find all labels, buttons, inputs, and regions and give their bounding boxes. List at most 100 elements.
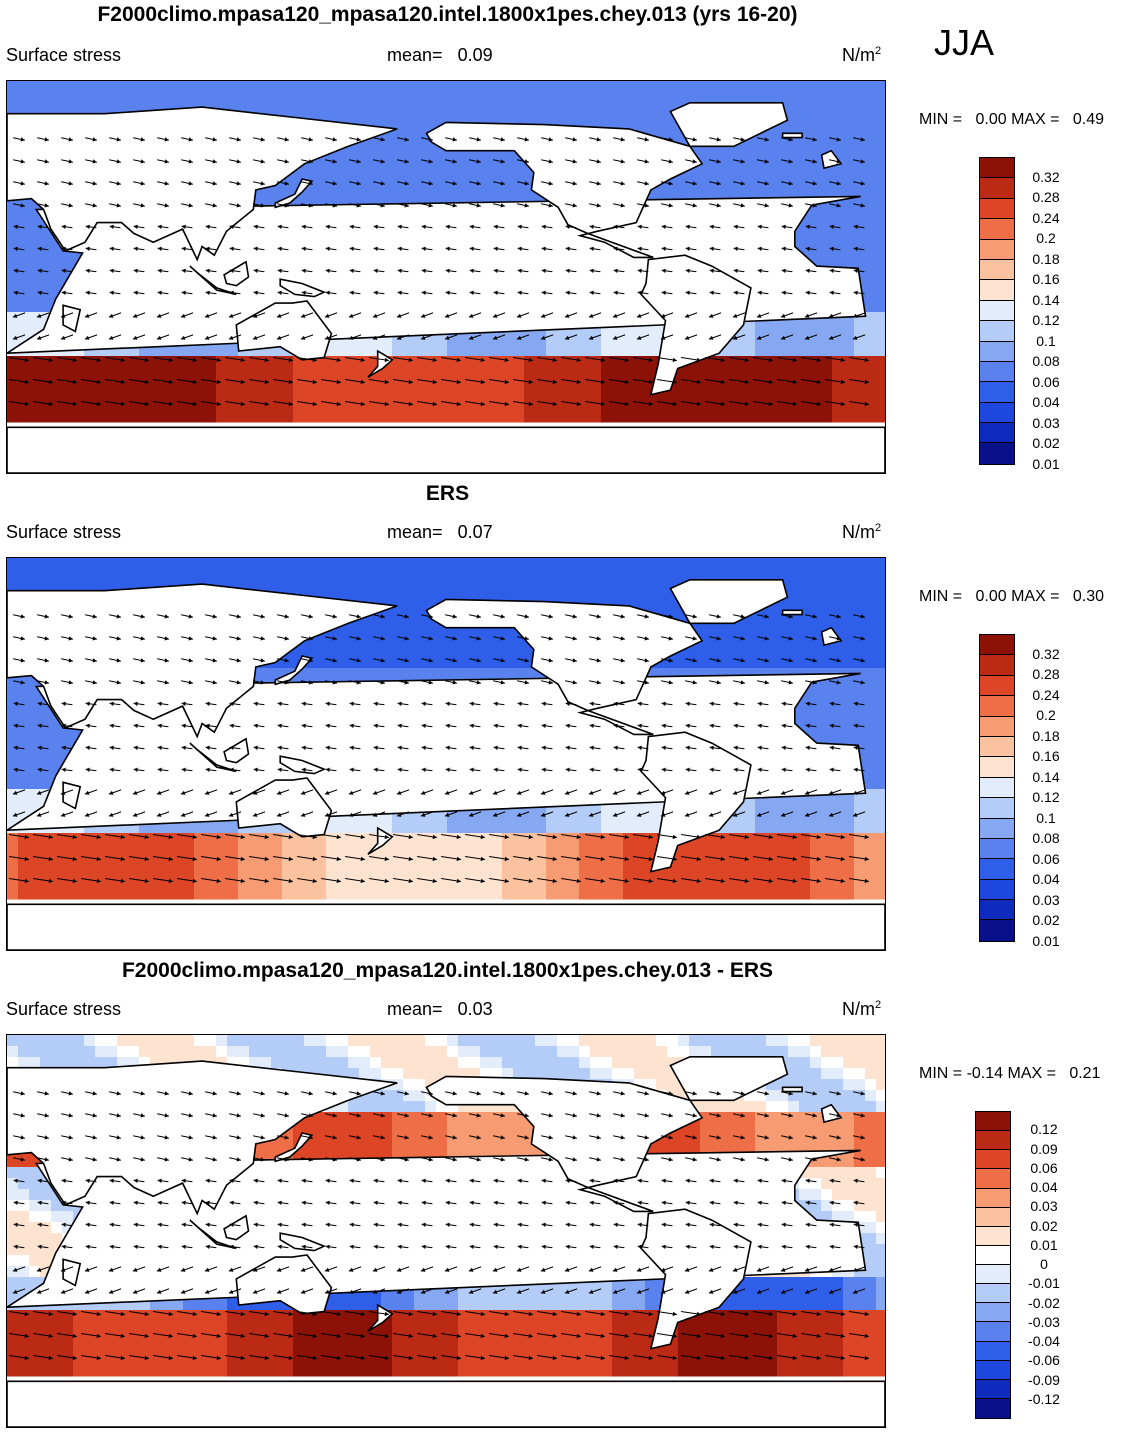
stress-cell [865,235,877,247]
stress-cell [656,400,668,412]
stress-cell [799,158,811,170]
colorbar-swatch [980,158,1014,179]
colorbar-swatch [980,423,1014,444]
stress-cell [557,400,569,412]
max-value: 0.30 [1072,588,1105,605]
stress-cell [62,81,74,93]
stress-cell [557,345,569,357]
stress-cell [40,701,52,713]
stress-cell [480,345,492,357]
stress-cell [612,356,624,368]
stress-vector [805,246,817,251]
stress-cell [821,136,833,148]
stress-cell [128,411,140,423]
stress-cell [612,389,624,401]
stress-cell [491,822,503,834]
stress-cell [601,356,613,368]
stress-cell [832,180,844,192]
stress-cell [469,92,481,104]
stress-cell [29,778,41,790]
stress-cell [18,290,30,302]
stress-cell [392,169,404,181]
stress-cell [348,81,360,93]
stress-cell [733,334,745,346]
stress-cell [458,169,470,181]
stress-cell [436,114,448,126]
stress-cell [612,103,624,115]
stress-cell [733,811,745,823]
stress-cell [172,367,184,379]
stress-cell [348,356,360,368]
stress-vector [801,401,821,407]
stress-cell [579,103,591,115]
stress-cell [590,411,602,423]
stress-cell [722,169,734,181]
stress-cell [337,103,349,115]
stress-cell [40,81,52,93]
stress-cell [359,400,371,412]
stress-cell [370,389,382,401]
stress-cell [381,591,393,603]
stress-cell [865,668,877,680]
stress-cell [645,323,657,335]
stress-vector [345,357,365,363]
stress-vector [609,357,629,363]
stress-cell [183,345,195,357]
stress-cell [799,569,811,581]
stress-cell [18,558,30,570]
stress-cell [403,602,415,614]
stress-cell [29,712,41,724]
stress-cell [403,668,415,680]
stress-cell [381,646,393,658]
stress-cell [95,558,107,570]
stress-cell [513,635,525,647]
stress-cell [601,400,613,412]
stress-vector [253,224,265,229]
stress-cell [205,569,217,581]
stress-cell [414,389,426,401]
stress-vector [565,137,577,142]
stress-cell [73,389,85,401]
stress-cell [832,389,844,401]
stress-cell [744,558,756,570]
stress-cell [183,367,195,379]
stress-cell [854,202,866,214]
stress-cell [810,202,822,214]
stress-cell [513,400,525,412]
stress-cell [788,334,800,346]
stress-cell [810,558,822,570]
colorbar-tick-label: 0.01 [1032,456,1060,472]
stress-cell [95,345,107,357]
stress-vector [589,224,601,229]
stress-vector [853,203,865,208]
stress-cell [854,334,866,346]
stress-cell [480,103,492,115]
stress-cell [502,668,514,680]
stress-vector [417,379,437,385]
stress-cell [425,646,437,658]
stress-vector [517,290,529,295]
stress-cell [117,92,129,104]
stress-cell [502,389,514,401]
stress-cell [447,169,459,181]
stress-cell [491,591,503,603]
stress-vector [829,268,841,273]
stress-vector [349,224,361,229]
stress-vector [229,268,241,273]
colorbar-tick-label: 0.04 [1032,394,1060,411]
stress-cell [370,191,382,203]
stress-vector [253,203,265,208]
stress-cell [403,635,415,647]
stress-cell [260,389,272,401]
stress-vector [444,334,458,340]
stress-cell [568,334,580,346]
stress-cell [359,591,371,603]
stress-cell [546,389,558,401]
stress-cell [337,668,349,680]
stress-vector [445,224,457,229]
stress-vector [421,203,433,208]
stress-cell [502,400,514,412]
stress-vector [589,203,601,208]
stress-cell [315,180,327,192]
stress-cell [447,624,459,636]
